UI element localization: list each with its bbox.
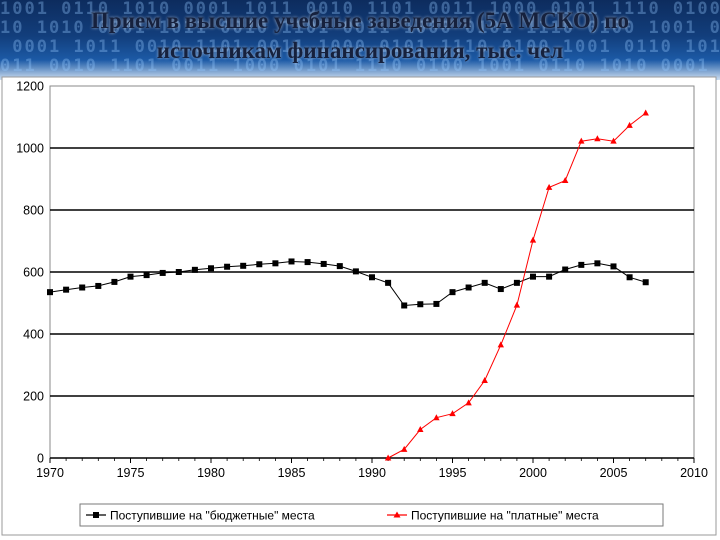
data-point-budget-1986: [304, 259, 311, 266]
legend-marker-paid: [393, 511, 401, 518]
data-point-budget-2004: [594, 260, 601, 267]
data-point-paid-2004: [594, 135, 601, 142]
data-point-budget-2007: [642, 279, 649, 286]
data-point-budget-1978: [175, 269, 182, 275]
data-point-budget-2006: [626, 274, 633, 281]
title-line-1: Прием в высшие учебные заведения (5А МСК…: [91, 8, 629, 33]
x-tick-label-1995: 1995: [439, 466, 467, 480]
data-point-budget-1979: [191, 266, 198, 273]
x-tick-label-2010: 2010: [680, 466, 708, 480]
data-point-budget-1975: [127, 273, 134, 280]
data-point-budget-1974: [111, 278, 118, 285]
data-point-budget-1992: [401, 302, 408, 309]
y-tick-label-1200: 1200: [16, 80, 44, 94]
legend-box: [79, 503, 664, 527]
x-tick-label-2000: 2000: [519, 466, 547, 480]
y-tick-label-400: 400: [23, 328, 44, 342]
y-axis-ticks: 0 200 400 600 800 1000 1200: [16, 80, 44, 466]
data-point-budget-1987: [320, 260, 327, 267]
data-point-budget-1977: [159, 269, 166, 276]
data-point-budget-1985: [288, 258, 295, 265]
legend: Поступившие на "бюджетные" места Поступи…: [79, 503, 664, 527]
data-point-budget-1976: [143, 272, 150, 279]
x-tick-label-2005: 2005: [600, 466, 628, 480]
data-point-paid-1999: [513, 301, 521, 308]
data-point-budget-1973: [95, 282, 102, 289]
data-point-budget-1989: [352, 268, 359, 275]
x-tick-label-1980: 1980: [197, 466, 225, 480]
series-layer: [47, 109, 649, 461]
legend-label-paid: Поступившие на "платные" места: [411, 509, 599, 523]
data-point-paid-2005: [610, 137, 617, 144]
data-point-paid-1998: [497, 341, 504, 348]
y-tick-label-1000: 1000: [16, 142, 44, 156]
data-point-budget-1997: [481, 279, 488, 286]
x-tick-label-1970: 1970: [36, 466, 64, 480]
legend-label-budget: Поступившие на "бюджетные" места: [110, 509, 315, 523]
data-point-budget-1983: [256, 261, 263, 268]
data-point-paid-2000: [529, 236, 537, 243]
data-point-paid-1993: [417, 425, 424, 432]
data-point-budget-1980: [208, 265, 214, 272]
data-point-budget-2002: [562, 266, 569, 273]
data-point-budget-1981: [224, 263, 231, 270]
data-point-paid-1991: [384, 454, 392, 461]
data-point-budget-2000: [530, 273, 536, 280]
data-point-budget-1991: [385, 279, 392, 286]
y-tick-label-800: 800: [23, 204, 44, 218]
data-point-paid-2003: [578, 137, 585, 144]
data-point-budget-1984: [272, 260, 279, 267]
data-point-budget-1990: [369, 274, 375, 281]
data-point-budget-1982: [240, 262, 247, 269]
y-tick-label-0: 0: [37, 452, 44, 466]
data-point-budget-1995: [449, 289, 456, 296]
data-point-budget-1999: [513, 279, 520, 286]
x-axis-ticks: 1970 1975 1980 1985 1990 1995 2000 2005 2010: [36, 458, 708, 480]
x-tick-label-1975: 1975: [117, 466, 145, 480]
data-point-paid-1995: [449, 410, 456, 417]
data-point-budget-1998: [497, 286, 504, 293]
y-tick-label-200: 200: [23, 390, 44, 404]
data-point-paid-2002: [562, 177, 569, 184]
data-point-budget-1988: [336, 263, 343, 270]
data-point-budget-1993: [417, 301, 424, 308]
data-point-paid-2007: [642, 109, 649, 116]
gridlines: [50, 147, 694, 459]
data-point-budget-2005: [610, 263, 617, 270]
data-point-budget-1972: [79, 284, 86, 291]
data-point-budget-1994: [433, 300, 440, 307]
data-point-budget-1970: [47, 289, 53, 296]
data-point-budget-1971: [63, 286, 70, 293]
data-point-paid-2006: [626, 121, 633, 128]
x-tick-label-1985: 1985: [278, 466, 306, 480]
data-point-paid-1996: [465, 399, 472, 406]
title-line-2: источникам финансирования, тыс. чел: [156, 38, 564, 63]
data-point-budget-1996: [465, 284, 472, 291]
x-tick-label-1990: 1990: [358, 466, 386, 480]
legend-marker-budget: [93, 512, 99, 518]
data-point-budget-2001: [546, 273, 553, 280]
data-point-paid-1992: [401, 445, 408, 452]
y-tick-label-600: 600: [23, 266, 44, 280]
data-point-paid-1997: [481, 377, 488, 383]
slide-header: 1001 0110 1010 0001 1011 0010 1101 0011 …: [0, 0, 720, 80]
data-point-paid-1994: [433, 414, 440, 421]
data-point-budget-2003: [578, 261, 585, 268]
slide-title: Прием в высшие учебные заведения (5А МСК…: [0, 6, 720, 66]
data-point-paid-2001: [545, 183, 553, 190]
